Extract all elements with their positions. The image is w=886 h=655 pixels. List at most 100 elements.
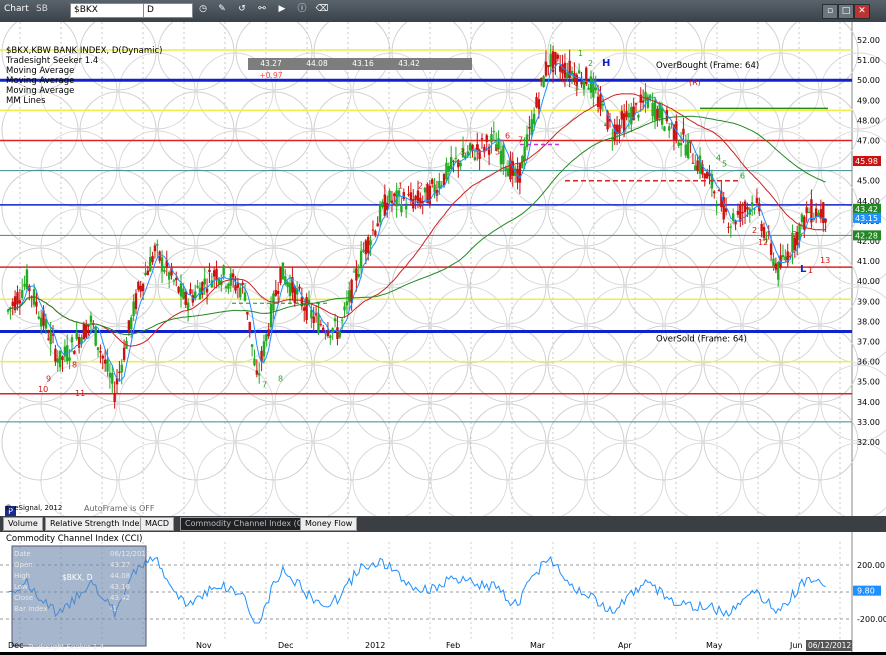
candle-body	[535, 97, 538, 108]
candle-body	[480, 138, 484, 140]
candle-body	[388, 190, 391, 203]
candle-body	[246, 311, 249, 315]
bg-circle	[742, 130, 820, 208]
price-badge-label: 43.15	[855, 214, 878, 223]
tab-volume[interactable]: Volume	[3, 517, 43, 531]
candle-body	[490, 134, 493, 143]
candle-body	[70, 337, 74, 343]
candle-body	[348, 290, 351, 302]
bg-circle	[703, 169, 781, 247]
candle-body	[660, 107, 664, 125]
bg-circle	[586, 208, 664, 286]
candle-body	[44, 318, 48, 329]
bg-circle	[547, 247, 625, 325]
ohlc-change: +0.97	[259, 71, 283, 80]
candle-body	[634, 103, 638, 105]
candle-body	[338, 331, 341, 338]
candle-body	[625, 111, 628, 118]
candle-body	[705, 171, 709, 179]
p-marker[interactable]: P	[5, 506, 16, 517]
candle-body	[750, 202, 754, 207]
candle-body	[760, 223, 763, 231]
maximize-icon[interactable]: □	[838, 4, 854, 19]
seeker-count-label: 2	[588, 59, 593, 68]
bg-circle	[625, 247, 703, 325]
legend-mm-lines: MM Lines	[6, 96, 46, 106]
candle-body	[589, 76, 593, 93]
candle-body	[281, 262, 285, 280]
candle-body	[345, 301, 349, 306]
bg-circle	[313, 169, 391, 247]
tab-cci[interactable]: Commodity Channel Index (CCI)	[180, 517, 319, 531]
candle-body	[468, 143, 472, 151]
candle-body	[369, 240, 372, 246]
restore-icon[interactable]: ▫	[822, 4, 838, 19]
price-chart[interactable]: 52.0051.0050.0049.0048.0047.0046.0045.00…	[0, 13, 886, 520]
play-icon[interactable]: ▶	[278, 4, 286, 14]
candle-body	[755, 198, 759, 203]
candle-body	[286, 281, 289, 288]
candle-body	[362, 250, 365, 252]
tab-macd[interactable]: MACD	[140, 517, 174, 531]
candle-body	[814, 208, 818, 218]
candle-body	[435, 190, 439, 196]
chart-legend: $BKX,KBW BANK INDEX, D(Dynamic) Tradesig…	[6, 46, 163, 106]
gear-icon[interactable]: ⚙	[126, 4, 136, 14]
candle-body	[11, 301, 14, 306]
symbol-input[interactable]: $BKX	[70, 3, 152, 18]
candle-body	[561, 64, 564, 74]
price-badge	[853, 212, 881, 223]
cci-current-label: 9.80	[857, 587, 875, 596]
bg-circle	[79, 247, 157, 325]
candle-body	[694, 165, 697, 171]
candle-body	[279, 267, 282, 284]
bg-circle	[40, 52, 118, 130]
bg-circle	[196, 364, 274, 442]
link-icon[interactable]: ⚯	[258, 4, 266, 14]
data-window-key: Close	[14, 594, 33, 602]
candle-body	[6, 309, 10, 312]
candle-body	[739, 205, 742, 222]
tab-money-flow[interactable]: Money Flow	[300, 517, 358, 531]
price-tick-label: 47.00	[857, 137, 880, 146]
candle-body	[108, 372, 112, 378]
price-tick-label: 49.00	[857, 96, 880, 105]
candle-body	[374, 230, 377, 236]
bg-circle	[313, 403, 391, 481]
candle-body	[68, 357, 71, 361]
seeker-count-label: 11	[75, 389, 85, 398]
price-tick-label: 33.00	[857, 418, 880, 427]
undo-icon[interactable]: ↺	[238, 4, 246, 14]
clock-icon[interactable]: ◷	[199, 4, 207, 14]
candle-body	[385, 202, 389, 211]
candle-body	[736, 210, 740, 215]
info-icon[interactable]: ⓘ	[297, 4, 307, 14]
candle-body	[224, 286, 228, 288]
candle-body	[542, 76, 545, 87]
data-window-value: 43.42	[110, 594, 130, 602]
bg-circle	[118, 208, 196, 286]
copyright-text: © eSignal, 2012	[5, 504, 63, 512]
r-label: (R)	[689, 78, 701, 87]
candle-body	[66, 345, 69, 362]
candle-body	[284, 276, 287, 285]
candle-body	[137, 281, 140, 290]
price-tick-label: 44.00	[857, 197, 880, 206]
cci-panel[interactable]: 200.000.00-200.009.80$BKX, DDate06/12/20…	[0, 532, 886, 652]
candle-body	[606, 111, 609, 130]
candle-body	[35, 301, 38, 307]
close-icon[interactable]: ✕	[854, 4, 870, 19]
tab-rsi[interactable]: Relative Strength Index	[45, 517, 149, 531]
bg-circle	[586, 364, 664, 442]
candle-body	[734, 220, 737, 225]
candle-body	[722, 197, 725, 220]
eraser-icon[interactable]: ⌫	[315, 4, 329, 14]
candle-body	[696, 160, 699, 171]
moving-average-line	[7, 62, 826, 382]
candle-body	[777, 262, 780, 280]
candle-body	[312, 316, 315, 323]
bg-circle	[703, 91, 781, 169]
pencil-icon[interactable]: ✎	[218, 4, 226, 14]
interval-input[interactable]: D	[143, 3, 193, 18]
ohlc-close: 43.42	[398, 59, 420, 68]
